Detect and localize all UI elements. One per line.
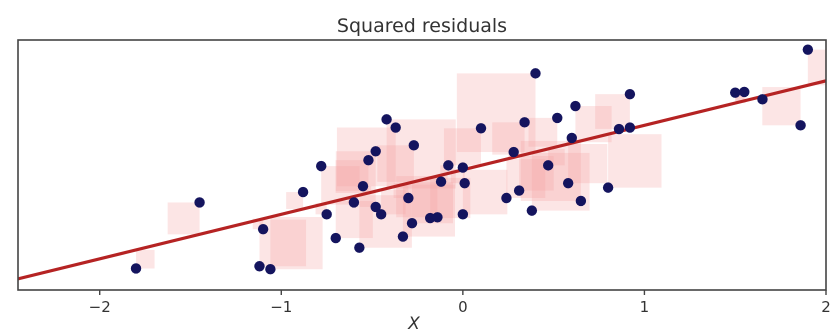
data-point [526,205,538,216]
residual-square [136,249,155,269]
residual-square [456,73,536,153]
residual-square [377,145,414,182]
data-point [194,197,205,208]
data-point [130,263,142,274]
data-point [363,154,374,166]
data-point [757,94,768,105]
x-axis-ticks: −2 −1 0 1 2 [89,290,831,316]
residual-square [506,159,546,199]
data-point [330,232,341,244]
data-point [457,209,469,220]
data-point [730,87,741,98]
data-point [795,120,806,131]
data-point [459,177,470,189]
data-point [397,231,409,242]
data-point [457,162,469,173]
data-point [370,146,381,157]
residual-square [381,189,406,215]
residual-square [462,169,508,215]
residual-square [608,134,662,188]
data-point [530,68,541,79]
data-point [408,140,420,151]
x-tick-label: −1 [270,298,292,316]
data-point [501,192,512,204]
residual-square [167,202,200,235]
data-point [316,160,327,172]
residual-square [252,218,264,230]
data-point [390,122,401,133]
regression-line [18,79,826,281]
fit-line-layer [18,79,826,281]
residual-square [520,140,581,201]
residual-square [595,94,630,129]
residual-square [528,117,558,147]
data-point [348,197,360,208]
chart-title: Squared residuals [337,15,507,37]
residual-square [568,144,608,184]
data-point [739,86,750,98]
data-point [575,195,587,207]
residual-square [807,49,826,86]
data-point [254,261,265,272]
x-tick-label: 0 [458,298,468,316]
x-tick-label: 1 [640,298,650,316]
data-point [297,186,309,198]
data-point [513,185,525,196]
x-axis-label: X [407,314,420,334]
data-point [321,209,332,220]
data-point [375,209,387,220]
residual-square [443,128,482,166]
data-point [443,160,454,171]
data-point [542,160,554,171]
residual-squares [136,49,826,270]
data-point [265,264,276,275]
data-point [519,117,530,128]
data-point [381,114,392,125]
residual-square [548,148,565,166]
x-tick-label: 2 [821,298,831,316]
data-point [354,242,365,253]
data-point [435,176,447,187]
residual-square [270,217,323,270]
x-tick-label: −2 [89,298,111,316]
data-point [475,123,487,134]
residual-square [362,186,372,195]
data-point [802,44,814,55]
residual-square [735,91,745,101]
data-point [613,123,625,135]
residual-square [440,165,449,174]
data-point [552,112,563,124]
data-point [562,177,574,189]
data-point [406,218,418,229]
data-point [357,180,369,192]
plot-frame [17,39,827,291]
data-point [257,223,269,235]
data-point [370,201,381,213]
data-point [624,88,636,100]
data-point [602,182,614,193]
data-point [566,132,577,144]
data-points [130,44,814,275]
residual-square [492,122,525,155]
data-point [508,146,519,158]
data-point [570,100,581,112]
residual-square [286,192,304,209]
data-point [624,122,636,133]
data-point [432,212,443,223]
data-point [403,192,414,204]
residual-square [315,203,327,215]
residual-square [735,92,746,104]
